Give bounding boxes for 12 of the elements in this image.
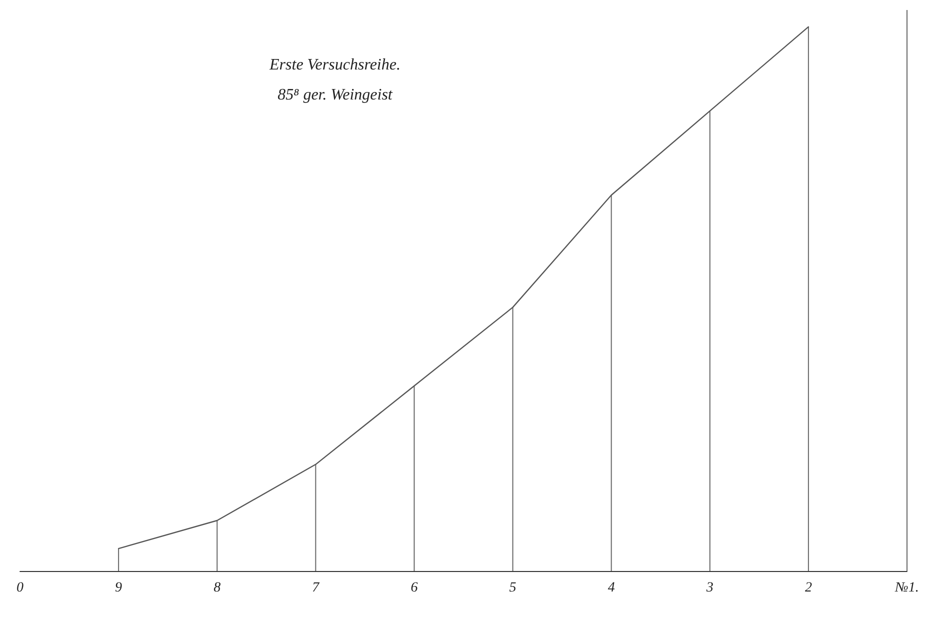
x-tick-label: 0	[16, 580, 24, 596]
text: Erste Versuchsreihe.	[268, 56, 400, 74]
x-tick-label: 7	[312, 580, 320, 596]
x-tick-label: 8	[214, 580, 221, 596]
text: 85⁸ ger. Weingeist	[278, 86, 393, 104]
x-tick-label: 6	[410, 580, 418, 596]
x-tick-label: 9	[115, 580, 122, 596]
x-tick-label: 5	[509, 580, 516, 596]
x-tick-label: 3	[705, 580, 714, 596]
x-tick-label: 4	[608, 580, 615, 596]
x-tick-label: 2	[804, 580, 812, 596]
x-tick-label: №1.	[894, 580, 919, 596]
